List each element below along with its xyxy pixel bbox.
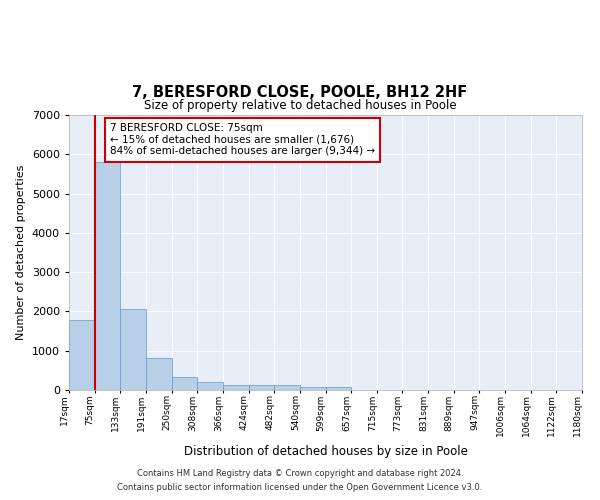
Bar [248,386,274,390]
Bar [223,385,248,390]
Bar [172,376,197,390]
Bar [274,386,300,390]
Bar [197,382,223,390]
Text: Contains HM Land Registry data © Crown copyright and database right 2024.: Contains HM Land Registry data © Crown c… [137,468,463,477]
Bar [95,162,121,390]
Bar [69,320,95,390]
Y-axis label: Number of detached properties: Number of detached properties [16,165,26,340]
X-axis label: Distribution of detached houses by size in Poole: Distribution of detached houses by size … [184,444,467,458]
Text: 7 BERESFORD CLOSE: 75sqm
← 15% of detached houses are smaller (1,676)
84% of sem: 7 BERESFORD CLOSE: 75sqm ← 15% of detach… [110,123,375,156]
Bar [300,387,325,390]
Text: 7, BERESFORD CLOSE, POOLE, BH12 2HF: 7, BERESFORD CLOSE, POOLE, BH12 2HF [133,85,467,100]
Text: Contains public sector information licensed under the Open Government Licence v3: Contains public sector information licen… [118,484,482,492]
Bar [146,358,172,390]
Bar [121,309,146,390]
Text: Size of property relative to detached houses in Poole: Size of property relative to detached ho… [143,100,457,112]
Bar [325,387,351,390]
